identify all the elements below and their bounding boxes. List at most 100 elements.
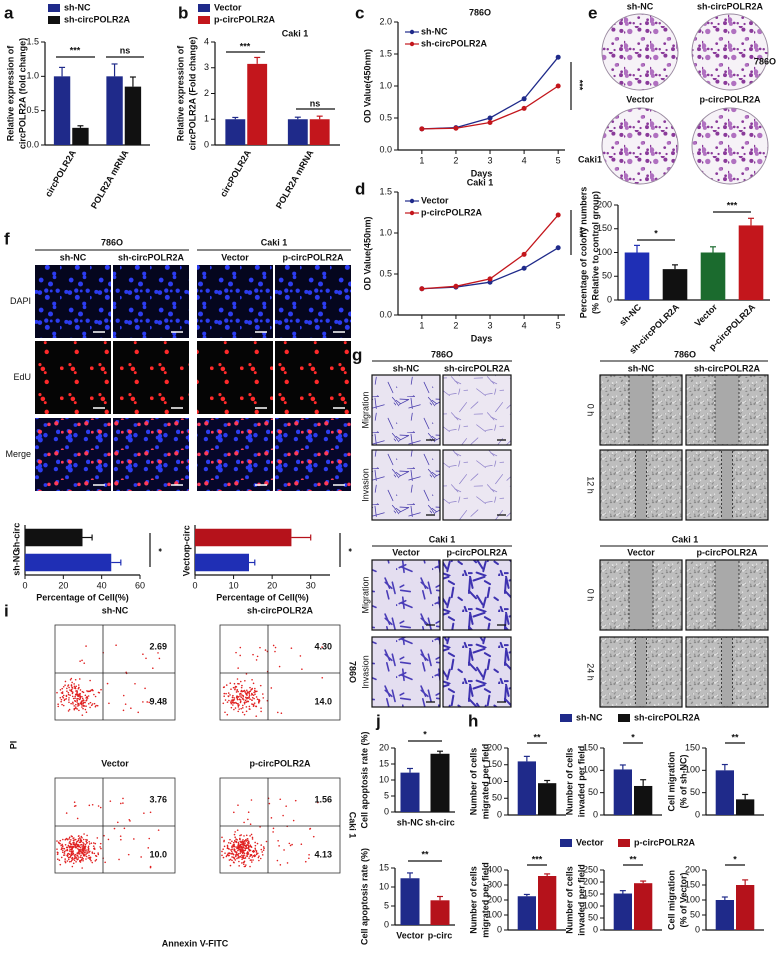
flow-event [241,852,244,855]
flow-event [252,851,255,853]
flow-event [74,707,77,710]
flow-event [82,701,85,704]
flow-event [238,865,240,867]
flow-event [81,695,83,698]
flow-event [239,840,241,843]
flow-event [82,707,84,710]
flow-event [66,848,69,851]
x-axis-label: Days [471,333,493,343]
x-tick-label: 60 [135,580,145,590]
y-axis-label: Cell migration [666,751,676,811]
flow-event [247,841,250,844]
flow-event [89,701,92,704]
flow-event [80,835,83,838]
flow-event [81,714,84,716]
flow-event [256,655,259,658]
y-axis-label: Relative expression of [175,45,185,142]
flow-event [83,851,86,854]
flow-event [108,702,110,705]
y-tick-label: 10 [379,881,389,891]
row-label: Invasion [360,655,370,689]
flow-event [70,835,73,837]
flow-event [237,702,239,705]
flow-event [84,694,87,697]
x-tick-label: 5 [556,155,561,165]
flow-event [97,853,100,856]
significance-label: *** [727,200,738,210]
x-tick-label: 30 [306,580,316,590]
flow-event [235,701,237,704]
flow-event [255,696,258,698]
y-tick-label: 50 [588,787,598,797]
quadrant-value: 4.30 [314,641,332,651]
flow-event [96,837,99,839]
flow-event [224,699,227,701]
flow-event [73,857,76,859]
y-axis-label: Cell apoptosis rate (%) [359,848,369,945]
bar [247,63,268,146]
flow-event [242,698,245,701]
significance-label: * [344,548,354,552]
micrograph [197,265,273,338]
flow-event [229,838,231,841]
colony-dish [601,13,679,91]
flow-event [56,691,58,694]
y-tick-label: 100 [597,247,612,257]
flow-event [82,849,84,851]
flow-event [79,660,81,662]
y-tick-label: 200 [487,894,502,904]
micrograph [35,265,111,338]
legend-label: sh-circPOLR2A [634,712,701,722]
flow-event [234,707,237,709]
flow-event [226,845,229,848]
flow-event [222,856,225,859]
flow-event [81,837,83,839]
x-tick-label: 5 [556,320,561,330]
flow-event [119,802,122,805]
flow-event [232,841,235,844]
y-tick-label: 150 [583,742,598,752]
flow-event [67,685,69,687]
panel-letter: e [588,3,597,22]
flow-event [253,691,255,694]
flow-event [63,854,66,856]
group-header: Caki 1 [261,237,288,247]
flow-event [233,697,236,699]
legend-swatch [409,198,415,204]
flow-event [237,804,239,806]
bar [309,119,330,145]
panel-letter: h [468,711,478,730]
flow-frame [54,777,176,874]
x-tick-label: circPOLR2A [218,148,253,199]
legend-label: sh-NC [64,2,91,12]
flow-event [242,844,244,847]
flow-event [145,657,147,660]
flow-event [92,689,94,692]
bar [430,753,450,812]
flow-event [99,846,101,848]
flow-event [61,692,64,695]
flow-event [244,842,246,844]
legend-swatch [48,16,60,24]
flow-event [63,850,66,853]
flow-event [223,692,226,695]
flow-event [59,842,61,845]
flow-event [115,644,117,647]
bar [662,269,688,300]
flow-event [240,690,242,693]
bar [400,878,420,925]
flow-event [270,687,273,689]
flow-event [81,858,83,860]
flow-title: p-circPOLR2A [249,758,311,768]
flow-event [316,801,319,804]
flow-event [236,697,239,700]
flow-event [231,856,233,858]
flow-event [56,840,58,842]
flow-event [250,699,253,701]
flow-event [241,840,244,843]
flow-event [261,851,263,853]
flow-event [68,846,71,849]
flow-event [78,851,80,853]
flow-event [77,845,80,848]
